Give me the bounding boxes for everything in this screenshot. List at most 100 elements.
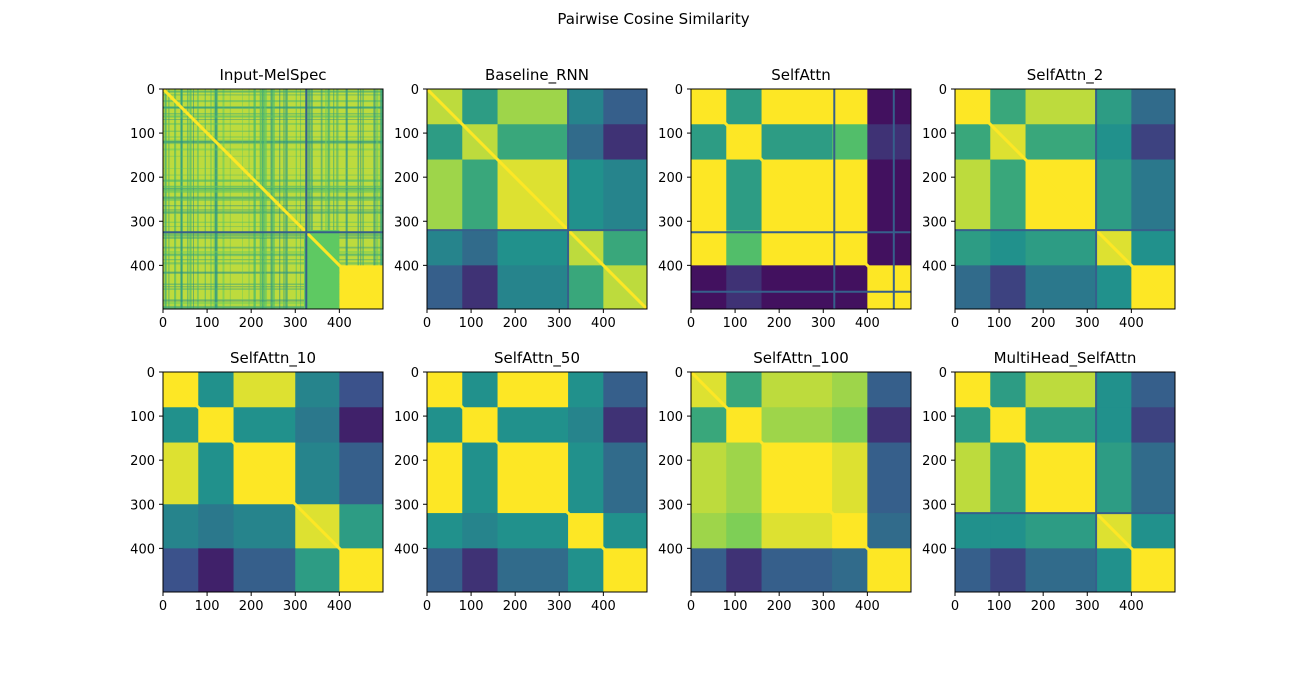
y-tick-label: 100: [922, 410, 947, 425]
y-tick-label: 100: [394, 410, 419, 425]
y-tick-label: 0: [675, 83, 683, 98]
heatmap-texture-stripe: [263, 89, 267, 309]
heatmap-cell: [1131, 407, 1175, 444]
x-tick-label: 100: [459, 599, 484, 614]
heatmap-texture-stripe: [215, 89, 218, 309]
y-tick-label: 300: [922, 498, 947, 513]
heatmap-cell: [1131, 89, 1175, 125]
heatmap-texture-stripe: [163, 254, 383, 257]
heatmap-cell: [955, 513, 991, 549]
heatmap-cell: [603, 513, 647, 549]
y-tick-label: 400: [922, 542, 947, 557]
heatmap-cell: [233, 407, 296, 444]
heatmap-cell: [761, 230, 833, 266]
heatmap-texture-stripe: [336, 89, 339, 309]
heatmap-cell: [691, 230, 727, 266]
heatmap-cell: [603, 89, 647, 125]
heatmap-texture-stripe: [193, 89, 194, 309]
x-tick-label: 400: [1119, 316, 1144, 331]
heatmap-cell: [427, 407, 463, 444]
heatmap-cell: [1131, 230, 1175, 266]
y-tick-label: 400: [922, 259, 947, 274]
y-tick-label: 200: [130, 171, 155, 186]
heatmap-cell: [955, 265, 991, 309]
heatmap-texture-stripe: [163, 185, 383, 187]
heatmap-cell: [761, 124, 833, 161]
heatmap-cell: [832, 407, 868, 444]
heatmap-texture-stripe: [308, 89, 311, 309]
heatmap-cell: [1131, 372, 1175, 408]
heatmap-cell: [568, 89, 604, 125]
heatmap-cell: [339, 372, 383, 408]
heatmap-cell: [1025, 124, 1097, 161]
heatmap-cell: [462, 442, 499, 514]
heatmap-texture-stripe: [373, 89, 375, 309]
heatmap-cell: [339, 407, 383, 444]
heatmap-texture-stripe: [310, 89, 312, 309]
y-tick-label: 400: [130, 259, 155, 274]
heatmap-cell: [867, 407, 911, 444]
x-tick-label: 200: [1031, 599, 1056, 614]
heatmap-texture-stripe: [362, 89, 364, 309]
heatmap-cell: [832, 442, 868, 514]
heatmap-diagonal: [427, 372, 647, 592]
heatmap-texture-stripe: [163, 189, 383, 193]
heatmap-cell: [198, 442, 235, 505]
heatmap-cell: [568, 124, 604, 161]
heatmap-texture-stripe: [360, 89, 362, 309]
x-tick-label: 400: [591, 599, 616, 614]
panel-title: SelfAttn_10: [230, 349, 316, 368]
heatmap-cell: [462, 372, 499, 408]
heatmap-cell: [691, 124, 727, 161]
panel-title: Baseline_RNN: [485, 66, 589, 85]
heatmap-texture-stripe: [376, 89, 379, 309]
heatmap-cell: [1096, 124, 1132, 161]
x-tick-label: 100: [195, 599, 220, 614]
heatmap-cell: [761, 513, 833, 549]
heatmap-texture-stripe: [163, 262, 383, 265]
heatmap-cell: [462, 265, 499, 309]
heatmap-texture-stripe: [380, 89, 383, 309]
y-tick-label: 200: [922, 454, 947, 469]
heatmap-cell: [832, 159, 868, 231]
panel-title: SelfAttn_50: [494, 349, 580, 368]
heatmap-cell: [990, 89, 1027, 125]
heatmap-cell: [832, 124, 868, 161]
heatmap-panel: SelfAttn_2 0 100 200 300 400 0 100 200 300 400: [922, 66, 1176, 331]
heatmap-cell: [867, 124, 911, 161]
heatmap-cell: [1131, 124, 1175, 161]
heatmap-texture-stripe: [242, 89, 243, 309]
y-tick-label: 0: [147, 366, 155, 381]
y-tick-label: 100: [394, 127, 419, 142]
heatmap-texture-stripe: [163, 186, 383, 189]
heatmap-texture-stripe: [295, 89, 297, 309]
x-tick-label: 200: [239, 316, 264, 331]
heatmap-cell: [955, 548, 991, 592]
heatmap-texture-stripe: [283, 89, 285, 309]
heatmap-cell: [990, 513, 1027, 549]
heatmap-texture-stripe: [163, 306, 383, 309]
heatmap-cell: [295, 442, 340, 505]
heatmap-cell: [339, 442, 383, 505]
heatmap-cell: [497, 265, 569, 309]
heatmap-cell: [726, 89, 763, 125]
heatmap-cell: [761, 89, 833, 125]
heatmap-texture-stripe: [222, 89, 225, 309]
heatmap-cell: [1025, 265, 1097, 309]
heatmap-cell: [1025, 89, 1097, 125]
heatmap-cell: [497, 548, 569, 592]
heatmap-texture-stripe: [379, 89, 382, 309]
heatmap-diagonal: [955, 372, 1175, 592]
y-tick-label: 200: [394, 171, 419, 186]
axes-frame: [162, 371, 384, 593]
heatmap-cell: [761, 265, 833, 309]
heatmap-cell: [198, 504, 235, 549]
heatmap-cell: [726, 548, 763, 592]
heatmap-cell: [427, 124, 463, 161]
heatmap-region: [304, 230, 340, 309]
heatmap-cell: [832, 548, 868, 592]
heatmap-texture-stripe: [328, 89, 331, 309]
heatmap-cell: [867, 230, 911, 266]
heatmap-texture-stripe: [181, 89, 182, 309]
